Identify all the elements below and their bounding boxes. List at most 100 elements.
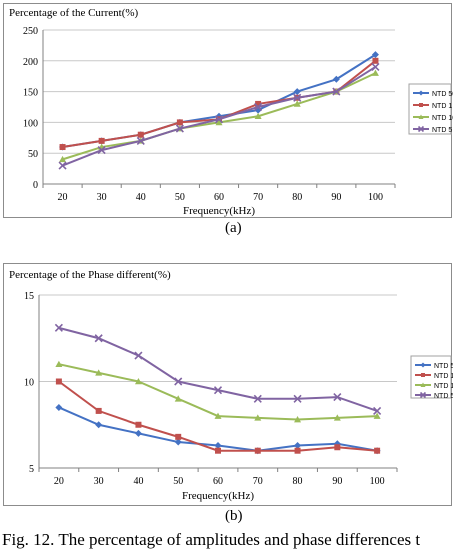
c1-series-1-point [95, 407, 102, 414]
c1-series-1-point [334, 444, 341, 451]
c1-series-0-point [134, 429, 142, 437]
c0-series-3-point [175, 124, 184, 133]
current-chart-title: Percentage of the Current(%) [9, 7, 139, 19]
c0-series-0-point [371, 51, 379, 59]
c0-y-tick-label: 200 [23, 57, 38, 68]
c1-x-tick-label: 90 [332, 476, 342, 487]
c1-series-3-point [94, 334, 103, 343]
c1-series-2-point [373, 412, 381, 419]
c0-series-2-point [293, 100, 301, 107]
c1-legend-label: NTD 5 [434, 393, 453, 400]
c0-x-tick-label: 40 [136, 192, 146, 203]
c1-series-1-point [215, 447, 221, 454]
c1-series-1-point [135, 421, 142, 428]
c0-x-tick-label: 70 [253, 192, 263, 203]
c1-series-3-point [373, 406, 382, 415]
c0-legend-swatch-marker [418, 90, 424, 96]
current-chart-panel: Percentage of the Current(%) 0 50 100 150 20… [3, 3, 453, 218]
phase-chart-sublabel: (b) [225, 508, 243, 524]
c1-series-0-point [174, 438, 182, 446]
c0-x-tick-label: 60 [214, 192, 224, 203]
c0-series-3-point [254, 102, 263, 112]
c1-x-tick-label: 50 [173, 476, 183, 487]
c1-series-2-point [214, 412, 222, 419]
c1-x-tick-label: 20 [54, 476, 64, 487]
c0-legend-swatch-marker [418, 114, 424, 119]
c1-series-0-point [294, 442, 302, 450]
c0-x-tick-label: 50 [175, 192, 185, 203]
c1-y-tick-label: 15 [24, 291, 34, 302]
c1-x-tick-label: 60 [213, 476, 223, 487]
c0-series-3-point [58, 161, 67, 170]
c0-x-tick-label: 80 [292, 192, 302, 203]
c1-series-2-point [254, 414, 262, 421]
c0-series-3-point [371, 62, 380, 72]
c0-x-tick-label: 30 [97, 192, 107, 203]
c1-legend-label: NTD 50 [434, 363, 453, 370]
c1-legend-label: NTD 1 [434, 373, 453, 380]
c1-series-1-point [294, 447, 301, 454]
c1-x-tick-label: 40 [133, 476, 143, 487]
c0-x-tick-label: 100 [368, 192, 383, 203]
phase-chart-title: Percentage of the Phase different(%) [9, 269, 171, 281]
c1-series-0-point [214, 442, 222, 450]
c1-x-tick-label: 70 [253, 476, 263, 487]
phase-chart-panel: Percentage of the Phase different(%) 5 10… [3, 263, 453, 506]
current-chart-svg: 0 50 100 150 200 250 20 30 40 50 60 70 80 90 100 Freque… [23, 26, 453, 217]
current-chart-sublabel: (a) [225, 220, 242, 236]
c1-series-0-point [55, 403, 63, 411]
c0-series-3-point [214, 115, 224, 124]
c0-series-1-point [98, 137, 105, 144]
c0-x-tick-label: 90 [331, 192, 341, 203]
c0-legend-label: NTD 1 [432, 103, 452, 110]
c1-x-tick-label: 80 [293, 476, 303, 487]
c1-legend-label: NTD 10 [434, 383, 453, 390]
c1-series-2-point [55, 360, 63, 367]
c1-series-1-point [254, 447, 261, 454]
c1-series-3-point [253, 394, 262, 403]
c0-series-3-point [97, 146, 106, 155]
phase-chart-svg: 5 10 15 20 30 40 50 60 70 80 90 100 Frequency(kHz) NT… [24, 291, 453, 502]
c1-x-tick-label: 30 [94, 476, 104, 487]
c0-series-1-point [59, 144, 66, 151]
c1-x-tick-label: 100 [370, 476, 385, 487]
c0-y-tick-label: 150 [23, 88, 38, 99]
c1-series-2-point [95, 369, 103, 376]
c1-series-line-2 [58, 363, 378, 421]
c1-series-3-point [54, 323, 63, 332]
c1-series-3-point [333, 393, 342, 402]
c0-legend-swatch-marker [419, 103, 423, 107]
c0-series-2-point [59, 155, 67, 163]
c1-legend-swatch-marker [420, 382, 426, 387]
c1-series-2-point [333, 414, 341, 421]
c0-series-line-1 [62, 60, 377, 149]
c0-series-3-point [136, 136, 145, 145]
c0-y-tick-label: 250 [23, 26, 38, 37]
c1-series-line-3 [58, 326, 378, 412]
figure-caption: Fig. 12. The percentage of amplitudes an… [2, 530, 421, 549]
c0-series-2-point [371, 69, 379, 76]
c0-legend-swatch-marker [417, 125, 425, 133]
c1-series-3-point [213, 386, 223, 395]
c1-legend-swatch-marker [421, 373, 425, 377]
c0-series-1-point [372, 57, 379, 64]
c0-series-2-point [215, 118, 223, 126]
c0-series-2-point [254, 112, 262, 120]
c1-series-0-point [95, 421, 103, 429]
c1-series-2-point [294, 416, 302, 423]
c0-x-tick-label: 20 [58, 192, 68, 203]
c0-series-3-point [293, 93, 302, 102]
c1-legend-swatch-marker [420, 362, 426, 368]
c0-series-0-point [293, 88, 301, 96]
c0-series-0-point [332, 75, 340, 83]
c0-y-tick-label: 50 [28, 149, 38, 160]
c1-legend-box [410, 355, 452, 399]
c1-series-1-point [374, 447, 381, 454]
c1-series-3-point [293, 394, 302, 403]
c0-y-tick-label: 100 [23, 118, 38, 129]
c1-series-2-point [134, 378, 142, 385]
c1-series-2-point [174, 395, 182, 402]
c0-series-line-0 [62, 53, 376, 149]
c1-x-axis-label: Frequency(kHz) [182, 490, 254, 502]
c0-legend-label: NTD 5 [432, 127, 452, 134]
